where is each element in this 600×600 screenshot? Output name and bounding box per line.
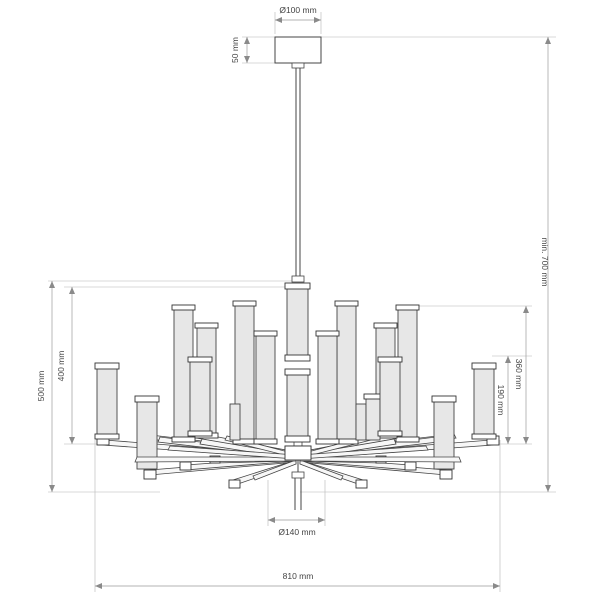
upper-shade-height-label: 400 mm: [56, 351, 66, 382]
shade-front-right-2: [377, 356, 403, 437]
shade-inner-right: [355, 403, 367, 441]
shade-outer-right: [471, 362, 497, 440]
glass-shades: [94, 282, 497, 470]
shade-mid-left-2: [253, 330, 278, 445]
shade-lower-left: [134, 395, 160, 470]
suspension-rod: [291, 62, 305, 283]
fixture-height-label: 500 mm: [36, 371, 46, 402]
shade-back-left-1: [171, 304, 196, 443]
shade-front-left-2: [187, 356, 213, 437]
shade-center-top: [284, 282, 311, 362]
shade-center-lower: [284, 368, 311, 443]
shade-outer-left: [94, 362, 120, 440]
small-shade-height-label: 190 mm: [496, 385, 506, 416]
canopy-height-label: 50 mm: [230, 37, 240, 63]
shade-lower-right: [431, 395, 457, 470]
shade-back-right-2: [334, 300, 359, 445]
canopy-diameter-label: Ø100 mm: [279, 5, 316, 15]
dimension-lines: [49, 17, 551, 589]
ceiling-canopy: [274, 36, 322, 64]
hub-diameter-label: Ø140 mm: [278, 527, 315, 537]
total-width-label: 810 mm: [283, 571, 314, 581]
front-arms: [134, 445, 462, 463]
mid-height-label: 360 mm: [514, 359, 524, 390]
shade-inner-left: [229, 403, 241, 441]
total-height-label: min. 700 mm: [540, 237, 550, 286]
shade-mid-right-2: [315, 330, 340, 445]
shade-back-right-1: [395, 304, 420, 443]
